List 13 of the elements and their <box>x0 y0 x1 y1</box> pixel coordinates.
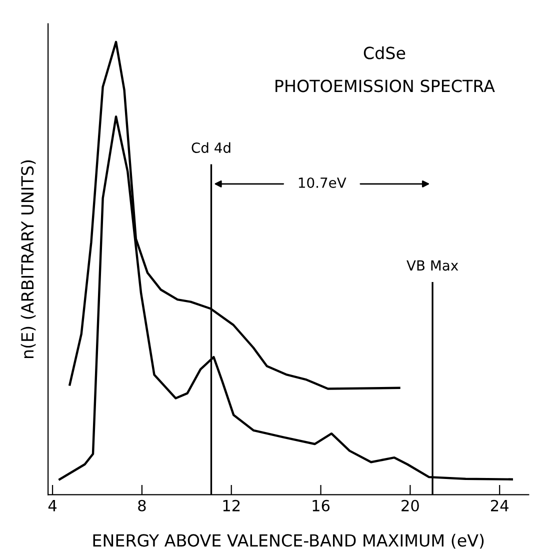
x-tick-label: 20 <box>402 500 419 512</box>
ref-line-label: VB Max <box>406 260 458 271</box>
x-tick-label: 16 <box>312 500 330 512</box>
chart-title: CdSe <box>364 46 406 60</box>
ref-line-label: Cd 4d <box>192 142 230 153</box>
x-tick-label: 4 <box>48 500 57 512</box>
x-tick-label: 24 <box>491 500 508 512</box>
x-tick-label: 12 <box>223 500 240 512</box>
text: PHOTOEMISSION SPECTRA <box>276 80 495 92</box>
x-tick-label: 8 <box>138 500 146 512</box>
x-axis-title: ENERGY ABOVE VALENCE-BAND MAXIMUM (eV) <box>93 534 484 549</box>
annotation: 10.7eV <box>298 177 346 188</box>
y-axis-title: n(E) (ARBITRARY UNITS) <box>20 160 36 358</box>
